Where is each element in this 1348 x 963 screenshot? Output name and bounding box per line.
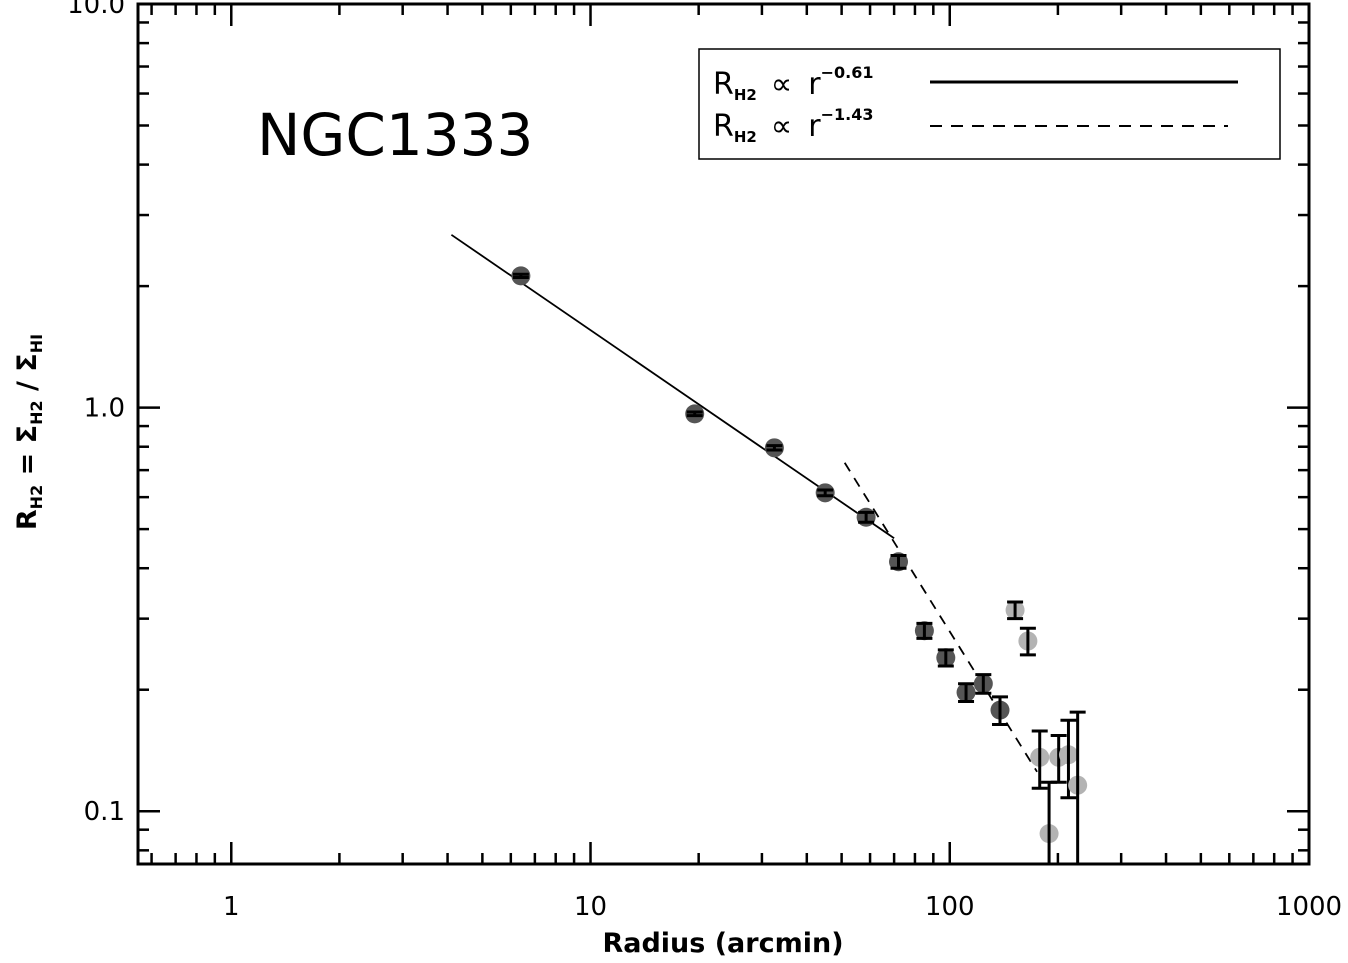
legend: RH2 ∝ r−0.61 RH2 ∝ r−1.43 bbox=[698, 48, 1281, 160]
y-tick-label: 1.0 bbox=[84, 394, 125, 424]
y-tick-label: 0.1 bbox=[84, 797, 125, 827]
x-tick-label: 10 bbox=[574, 892, 607, 922]
legend-entry-solid: RH2 ∝ r−0.61 bbox=[713, 63, 1238, 104]
y-axis-title: RH2 = ΣH2 / ΣHI bbox=[12, 334, 46, 530]
legend-entry-dashed: RH2 ∝ r−1.43 bbox=[713, 105, 1228, 146]
x-axis-title: Radius (arcmin) bbox=[602, 928, 843, 959]
legend-label-dashed: RH2 ∝ r−1.43 bbox=[713, 105, 874, 146]
x-tick-label: 100 bbox=[925, 892, 975, 922]
plot-axes bbox=[136, 2, 1311, 866]
legend-label-solid: RH2 ∝ r−0.61 bbox=[713, 63, 874, 104]
axis-ticks: 1 10 100 1000 0.1 1.0 10.0 bbox=[67, 0, 1342, 922]
fit-lines bbox=[450, 234, 1038, 773]
legend-box bbox=[698, 48, 1281, 160]
x-tick-label: 1000 bbox=[1276, 892, 1342, 922]
data-points bbox=[511, 266, 1088, 864]
x-tick-label: 1 bbox=[223, 892, 240, 922]
fit-line-dashed bbox=[843, 462, 1038, 773]
y-tick-label: 10.0 bbox=[67, 0, 125, 20]
annotation-label: NGC1333 bbox=[257, 101, 533, 169]
plot-frame bbox=[136, 2, 1311, 866]
